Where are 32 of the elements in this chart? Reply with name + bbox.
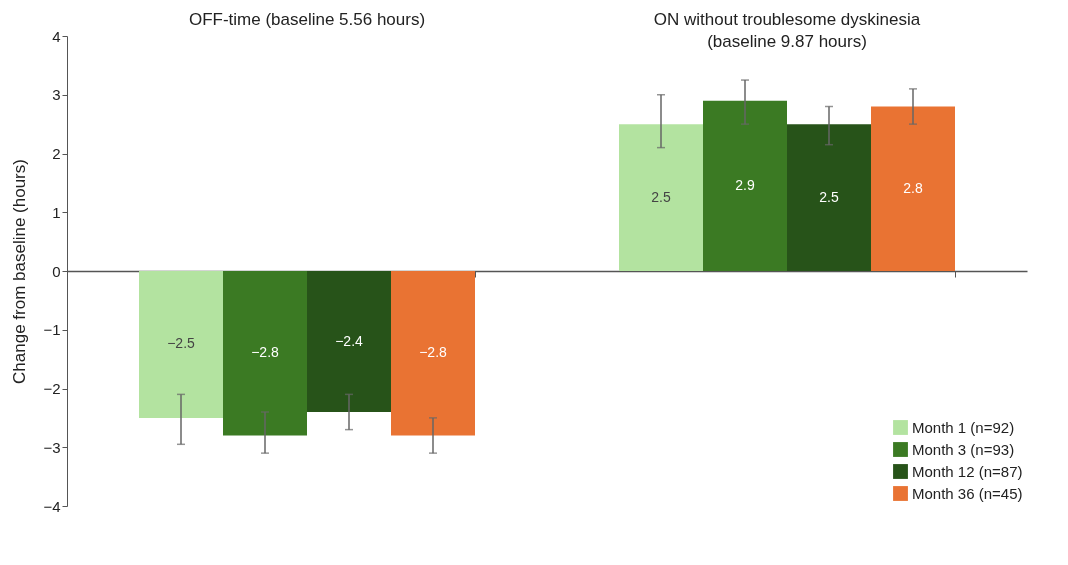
bar	[223, 271, 307, 436]
bar	[619, 124, 703, 271]
data-label: 2.5	[819, 188, 839, 205]
bar	[307, 271, 391, 412]
y-tick-label: 3	[52, 86, 61, 104]
y-tick-label: 2	[52, 145, 61, 162]
legend-label: Month 12 (n=87)	[912, 462, 1023, 480]
y-tick-label: −2	[43, 380, 61, 397]
data-label: 2.9	[735, 176, 755, 193]
bar	[391, 271, 475, 436]
data-label: −2.5	[167, 335, 196, 352]
data-label: 2.5	[651, 188, 671, 205]
y-tick-label: −4	[43, 497, 61, 515]
legend-label: Month 1 (n=92)	[912, 418, 1015, 436]
bar	[139, 271, 223, 418]
data-label: −2.8	[419, 344, 448, 361]
data-label: 2.8	[903, 179, 923, 196]
bar	[787, 124, 871, 271]
bar	[871, 106, 955, 271]
x-tick-label: ON without troublesome dyskinesia (baseline 9.87 hours)	[653, 9, 921, 51]
y-tick-label: 4	[52, 27, 61, 45]
x-tick-label: OFF-time (baseline 5.56 hours)	[188, 9, 426, 29]
legend-label: Month 36 (n=45)	[912, 484, 1023, 502]
y-tick-label: −1	[43, 321, 61, 339]
y-axis-title: Change from baseline (hours)	[10, 159, 30, 384]
y-tick-label: 1	[52, 203, 61, 221]
legend-label: Month 3 (n=93)	[912, 440, 1015, 458]
data-label: −2.4	[335, 332, 364, 349]
y-tick-label: −3	[43, 438, 61, 456]
data-label: −2.8	[251, 344, 280, 361]
bar	[703, 100, 787, 271]
y-tick-label: 0	[52, 262, 61, 280]
